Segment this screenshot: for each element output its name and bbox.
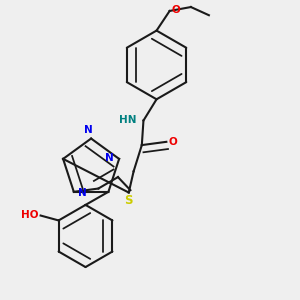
Text: S: S — [124, 194, 133, 206]
Text: HO: HO — [22, 210, 39, 220]
Text: N: N — [84, 124, 93, 135]
Text: O: O — [168, 137, 177, 147]
Text: N: N — [105, 153, 114, 163]
Text: O: O — [171, 5, 180, 15]
Text: N: N — [78, 188, 86, 199]
Text: HN: HN — [119, 115, 136, 125]
